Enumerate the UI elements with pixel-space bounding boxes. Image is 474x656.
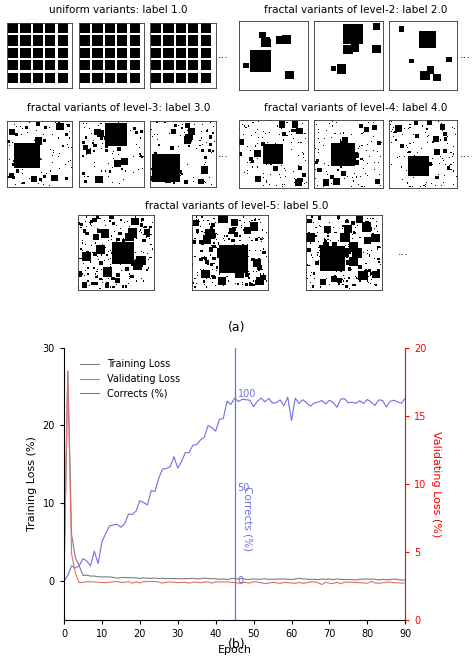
- Validating Loss: [65, 367, 71, 375]
- Text: (a): (a): [228, 321, 246, 335]
- Validating Loss: [319, 581, 325, 588]
- Training Loss: [395, 575, 401, 583]
- Validating Loss: [262, 580, 268, 588]
- Text: fractal variants of level-2: label 2.0: fractal variants of level-2: label 2.0: [264, 5, 447, 14]
- Corrects (%): [148, 487, 154, 495]
- Corrects (%): [285, 393, 291, 401]
- Corrects (%): [103, 529, 109, 537]
- Text: 50: 50: [237, 483, 250, 493]
- Validating Loss: [399, 579, 404, 587]
- Training Loss: [61, 573, 67, 581]
- Text: fractal variants of level-4: label 4.0: fractal variants of level-4: label 4.0: [264, 103, 447, 113]
- Training Loss: [152, 574, 158, 582]
- Line: Corrects (%): Corrects (%): [64, 397, 405, 581]
- Corrects (%): [61, 577, 67, 585]
- Legend: Training Loss, Validating Loss, Corrects (%): Training Loss, Validating Loss, Corrects…: [76, 356, 184, 403]
- Text: Corrects (%): Corrects (%): [243, 486, 253, 551]
- Training Loss: [399, 577, 404, 584]
- Validating Loss: [107, 578, 112, 586]
- Corrects (%): [395, 398, 401, 406]
- Text: 100: 100: [237, 390, 256, 400]
- Corrects (%): [402, 394, 408, 402]
- Validating Loss: [61, 577, 67, 585]
- Training Loss: [353, 576, 359, 584]
- Validating Loss: [152, 578, 158, 586]
- X-axis label: Epoch: Epoch: [218, 644, 252, 655]
- Corrects (%): [353, 400, 359, 407]
- Text: ...: ...: [218, 51, 229, 60]
- Text: ...: ...: [460, 51, 471, 60]
- Line: Training Loss: Training Loss: [64, 371, 405, 581]
- Text: fractal variants of level-5: label 5.0: fractal variants of level-5: label 5.0: [146, 201, 328, 211]
- Text: (b): (b): [228, 638, 246, 651]
- Validating Loss: [402, 579, 408, 586]
- Text: 0: 0: [237, 576, 244, 586]
- Training Loss: [402, 576, 408, 584]
- Line: Validating Loss: Validating Loss: [64, 371, 405, 584]
- Training Loss: [262, 575, 268, 583]
- Y-axis label: Training Loss (%): Training Loss (%): [27, 436, 37, 531]
- Corrects (%): [141, 499, 146, 506]
- Text: ...: ...: [398, 247, 409, 257]
- Text: ...: ...: [218, 149, 229, 159]
- Validating Loss: [357, 579, 363, 586]
- Y-axis label: Validating Loss (%): Validating Loss (%): [430, 431, 440, 537]
- Training Loss: [107, 573, 112, 581]
- Corrects (%): [399, 400, 404, 407]
- Validating Loss: [145, 578, 150, 586]
- Text: fractal variants of level-3: label 3.0: fractal variants of level-3: label 3.0: [27, 103, 210, 113]
- Training Loss: [65, 367, 71, 375]
- Text: ...: ...: [460, 149, 471, 159]
- Text: uniform variants: label 1.0: uniform variants: label 1.0: [49, 5, 188, 14]
- Training Loss: [145, 575, 150, 583]
